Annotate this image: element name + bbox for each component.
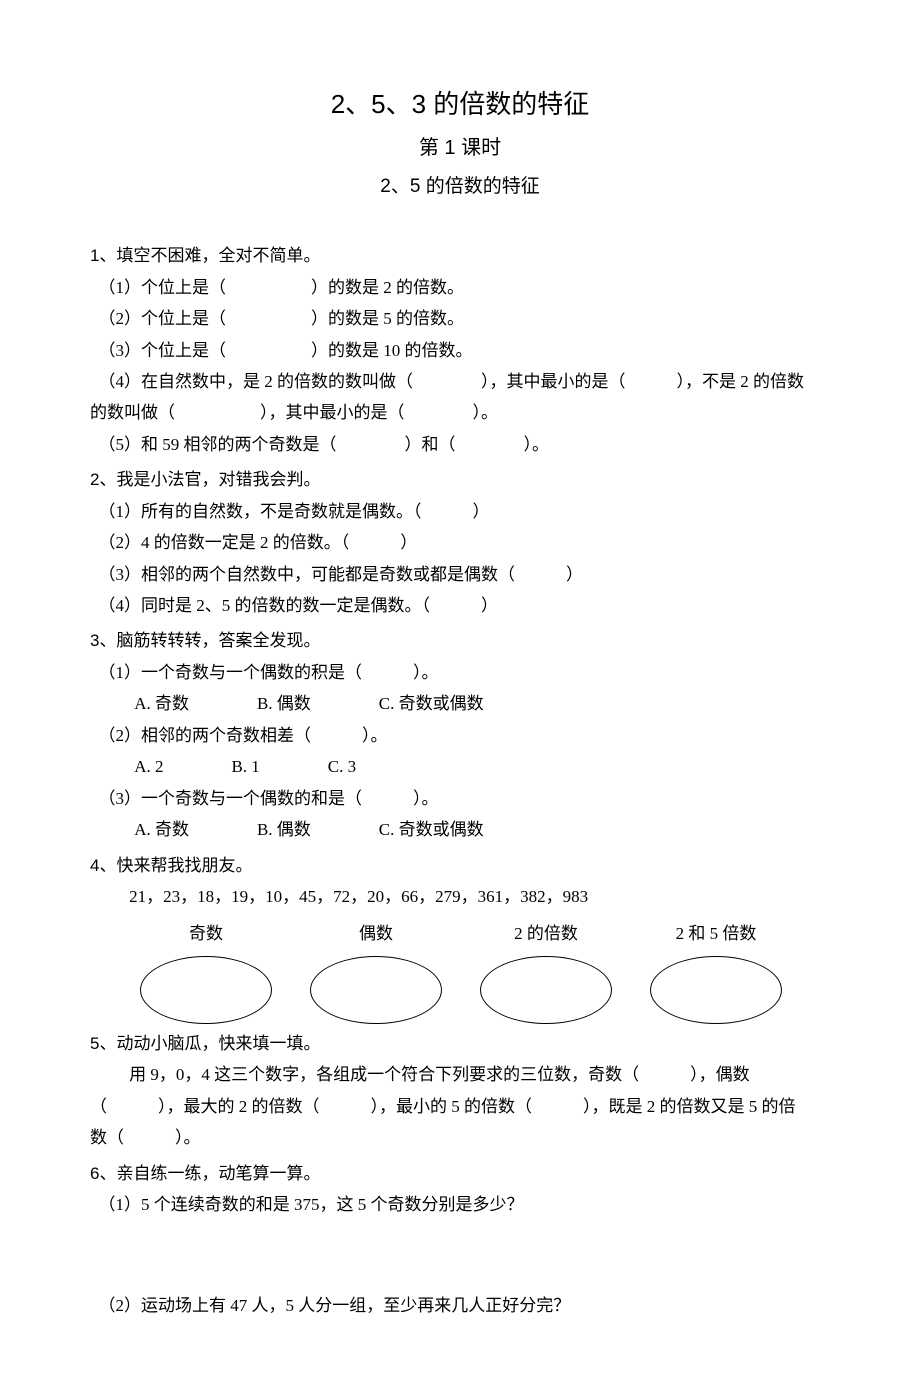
s4-group-mult25: 2 和 5 倍数 [650,918,782,1023]
worksheet-page: 2、5、3 的倍数的特征 第 1 课时 2、5 的倍数的特征 1、填空不困难，全… [0,0,920,1382]
title-subtitle: 2、5 的倍数的特征 [90,169,830,204]
oval-mult25 [650,956,782,1024]
s4-label-odd: 奇数 [189,918,223,949]
s1-q3: （3）个位上是（ ）的数是 10 的倍数。 [90,335,830,366]
s4-label-mult25: 2 和 5 倍数 [676,918,757,949]
s1-q2: （2）个位上是（ ）的数是 5 的倍数。 [90,303,830,334]
s6-q2: （2）运动场上有 47 人，5 人分一组，至少再来几人正好分完？ [90,1290,830,1321]
s2-q2: （2）4 的倍数一定是 2 的倍数。（ ） [90,527,830,558]
s3-q3-options: A. 奇数 B. 偶数 C. 奇数或偶数 [90,814,830,845]
section-5-head: 5、动动小脑瓜，快来填一填。 [90,1028,830,1059]
s2-q4: （4）同时是 2、5 的倍数的数一定是偶数。（ ） [90,590,830,621]
oval-mult2 [480,956,612,1024]
title-lesson: 第 1 课时 [90,130,830,167]
section-1-head: 1、填空不困难，全对不简单。 [90,240,830,271]
section-6-head: 6、亲自练一练，动笔算一算。 [90,1158,830,1189]
oval-even [310,956,442,1024]
section-3-head: 3、脑筋转转转，答案全发现。 [90,625,830,656]
title-main: 2、5、3 的倍数的特征 [90,80,830,128]
s3-q1: （1）一个奇数与一个偶数的积是（ ）。 [90,657,830,688]
s5-line2: （ ），最大的 2 的倍数（ ），最小的 5 的倍数（ ），既是 2 的倍数又是… [90,1091,830,1122]
s1-q4-line2: 的数叫做（ ），其中最小的是（ ）。 [90,397,830,428]
s6-q1-workspace [90,1220,830,1290]
s4-group-odd: 奇数 [140,918,272,1023]
s4-numbers: 21，23，18，19，10，45，72，20，66，279，361，382，9… [90,881,830,912]
s4-group-even: 偶数 [310,918,442,1023]
s1-q4-line1: （4）在自然数中，是 2 的倍数的数叫做（ ），其中最小的是（ ），不是 2 的… [90,366,830,397]
s1-q1: （1）个位上是（ ）的数是 2 的倍数。 [90,272,830,303]
s3-q2-options: A. 2 B. 1 C. 3 [90,751,830,782]
s2-q3: （3）相邻的两个自然数中，可能都是奇数或都是偶数（ ） [90,559,830,590]
s6-q1: （1）5 个连续奇数的和是 375，这 5 个奇数分别是多少？ [90,1189,830,1220]
s3-q3: （3）一个奇数与一个偶数的和是（ ）。 [90,783,830,814]
s4-ovals-row: 奇数 偶数 2 的倍数 2 和 5 倍数 [90,918,830,1023]
s4-group-mult2: 2 的倍数 [480,918,612,1023]
s3-q1-options: A. 奇数 B. 偶数 C. 奇数或偶数 [90,688,830,719]
s1-q5: （5）和 59 相邻的两个奇数是（ ）和（ ）。 [90,429,830,460]
oval-odd [140,956,272,1024]
s4-label-mult2: 2 的倍数 [514,918,578,949]
section-2-head: 2、我是小法官，对错我会判。 [90,464,830,495]
s5-line3: 数（ ）。 [90,1122,830,1153]
s2-q1: （1）所有的自然数，不是奇数就是偶数。（ ） [90,496,830,527]
s5-line1: 用 9，0，4 这三个数字，各组成一个符合下列要求的三位数，奇数（ ），偶数 [90,1059,830,1090]
s3-q2: （2）相邻的两个奇数相差（ ）。 [90,720,830,751]
section-4-head: 4、快来帮我找朋友。 [90,850,830,881]
s4-label-even: 偶数 [359,918,393,949]
